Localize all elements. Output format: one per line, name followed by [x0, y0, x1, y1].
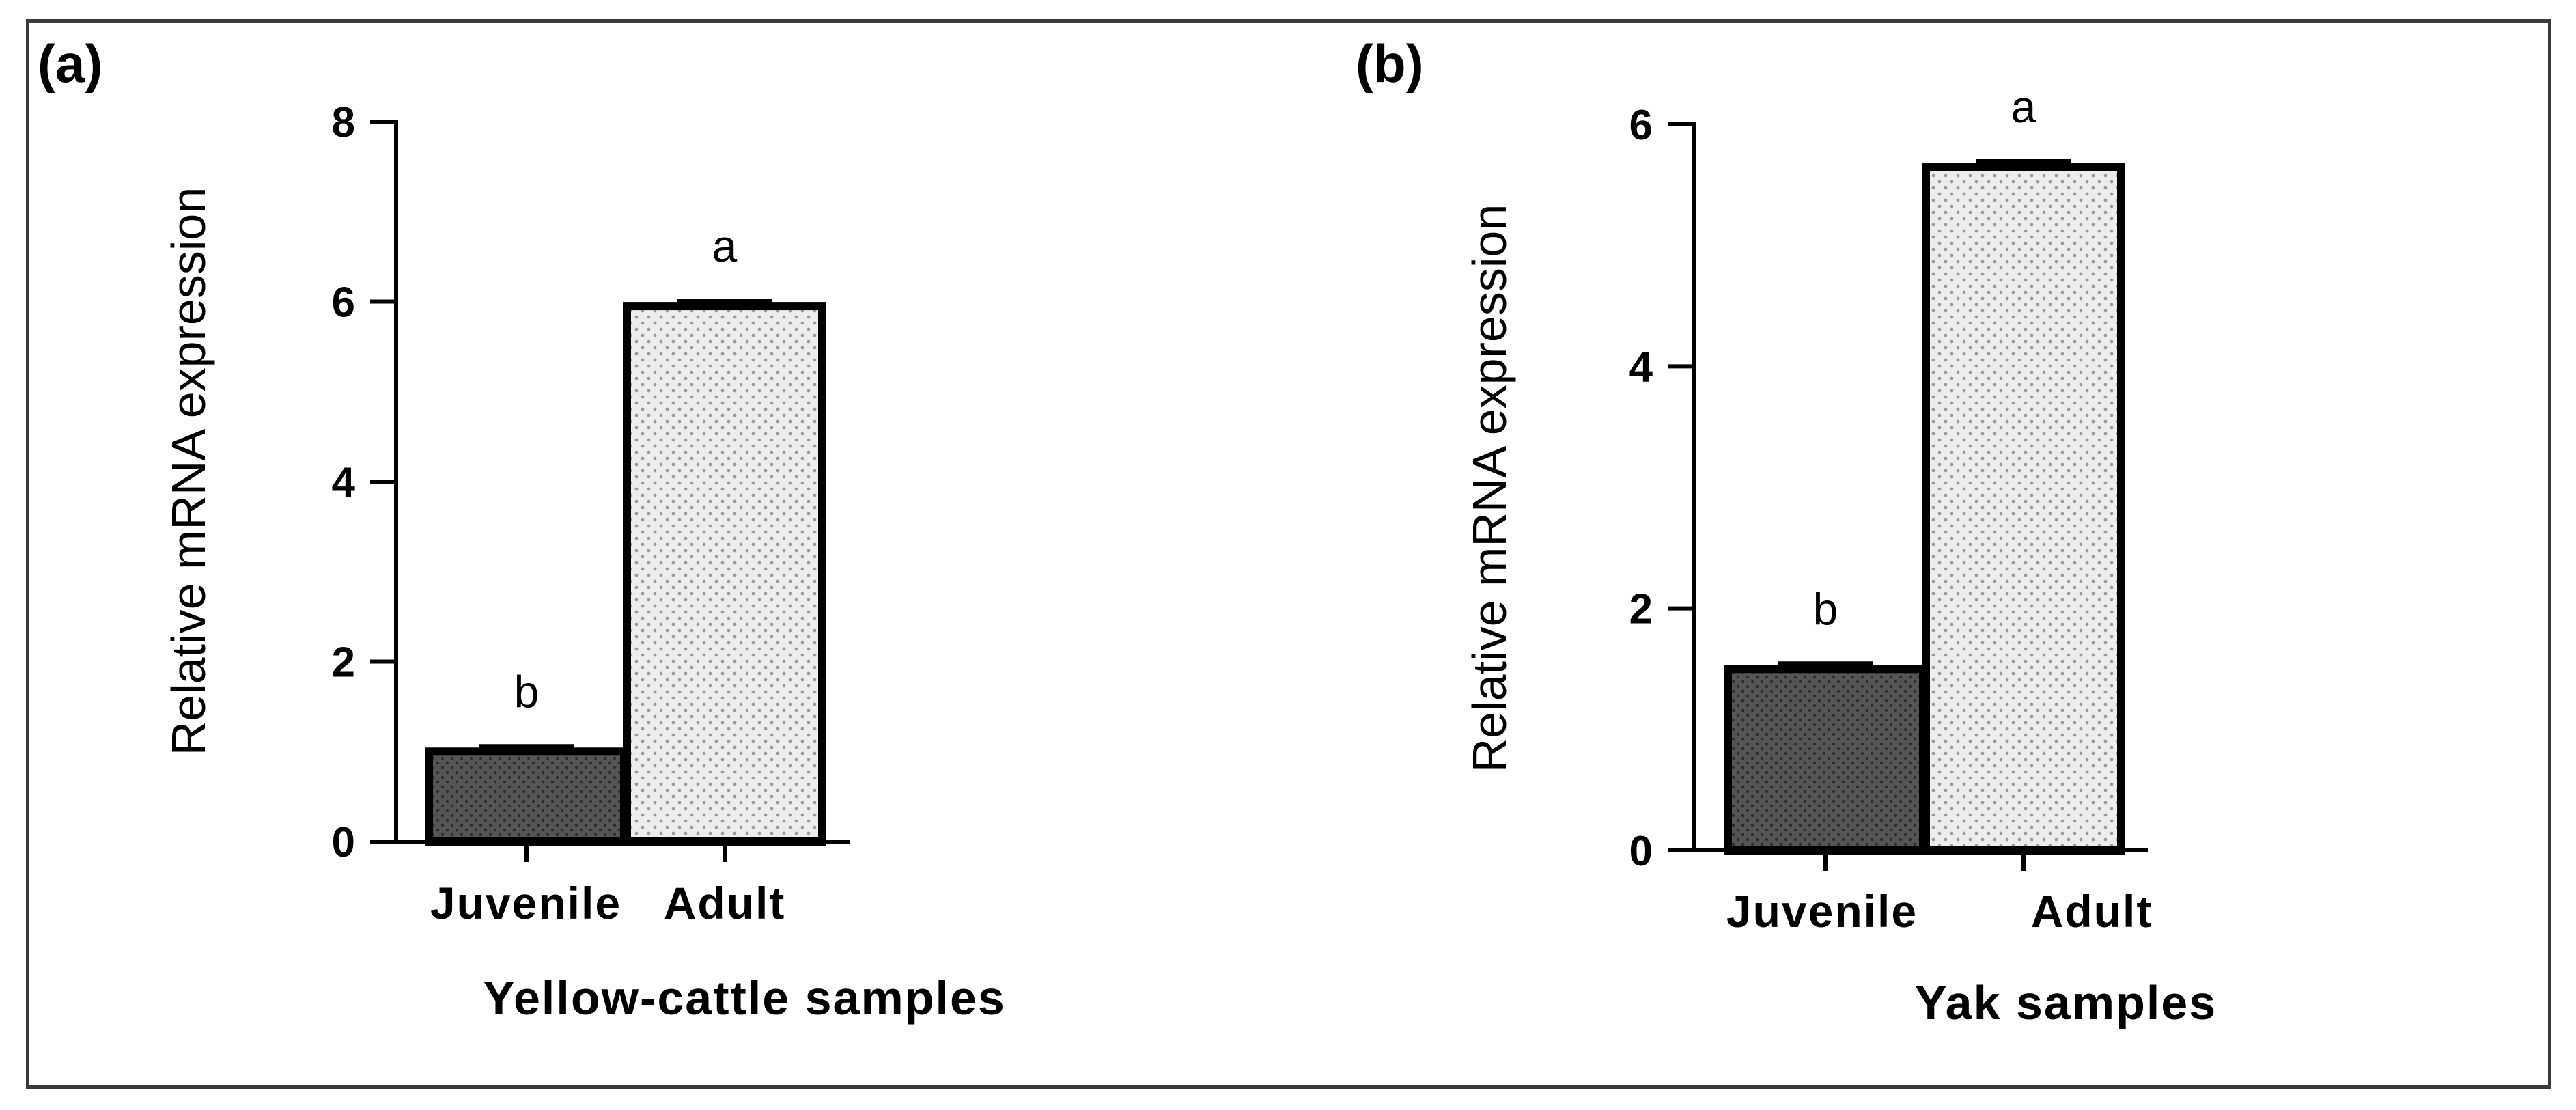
x-category-label: Adult	[2031, 886, 2153, 936]
axes: Juvenile Adult	[394, 120, 850, 928]
bar-juvenile	[1724, 665, 1927, 855]
significance-label: b	[1813, 583, 1838, 634]
y-axis-title: Relative mRNA expression	[162, 187, 215, 756]
bar-adult	[623, 302, 826, 846]
y-tick-label: 2	[1629, 586, 1653, 633]
y-axis-title: Relative mRNA expression	[1463, 204, 1516, 773]
x-category-label: Juvenile	[1726, 886, 1918, 936]
axes: Juvenile Adult	[1692, 122, 2153, 936]
y-tick-label: 8	[332, 99, 355, 146]
y-tick-label: 4	[332, 459, 356, 506]
x-category-label: Juvenile	[430, 878, 621, 928]
figure-frame	[26, 19, 2551, 1089]
y-axis-ticks: 0 2 4 6 8	[332, 99, 396, 866]
significance-label: b	[514, 666, 540, 717]
panel-label: (b)	[1356, 33, 1424, 94]
bars: ba	[425, 221, 826, 846]
y-tick-label: 6	[1629, 102, 1653, 149]
y-tick-label: 2	[332, 639, 355, 686]
x-axis-title: Yak samples	[1915, 976, 2217, 1029]
bar-adult	[1922, 163, 2125, 855]
x-category-label: Adult	[664, 878, 786, 928]
y-axis-ticks: 0 2 4 6	[1629, 102, 1694, 875]
y-tick-label: 4	[1629, 344, 1653, 391]
y-tick-label: 0	[1629, 828, 1653, 875]
panel-label: (a)	[38, 33, 102, 94]
bars: ba	[1724, 81, 2125, 855]
significance-label: a	[2011, 81, 2036, 132]
x-axis-title: Yellow-cattle samples	[483, 971, 1006, 1025]
significance-label: a	[712, 221, 738, 271]
bar-juvenile	[425, 747, 628, 846]
y-tick-label: 0	[332, 819, 355, 866]
y-tick-label: 6	[332, 279, 355, 327]
